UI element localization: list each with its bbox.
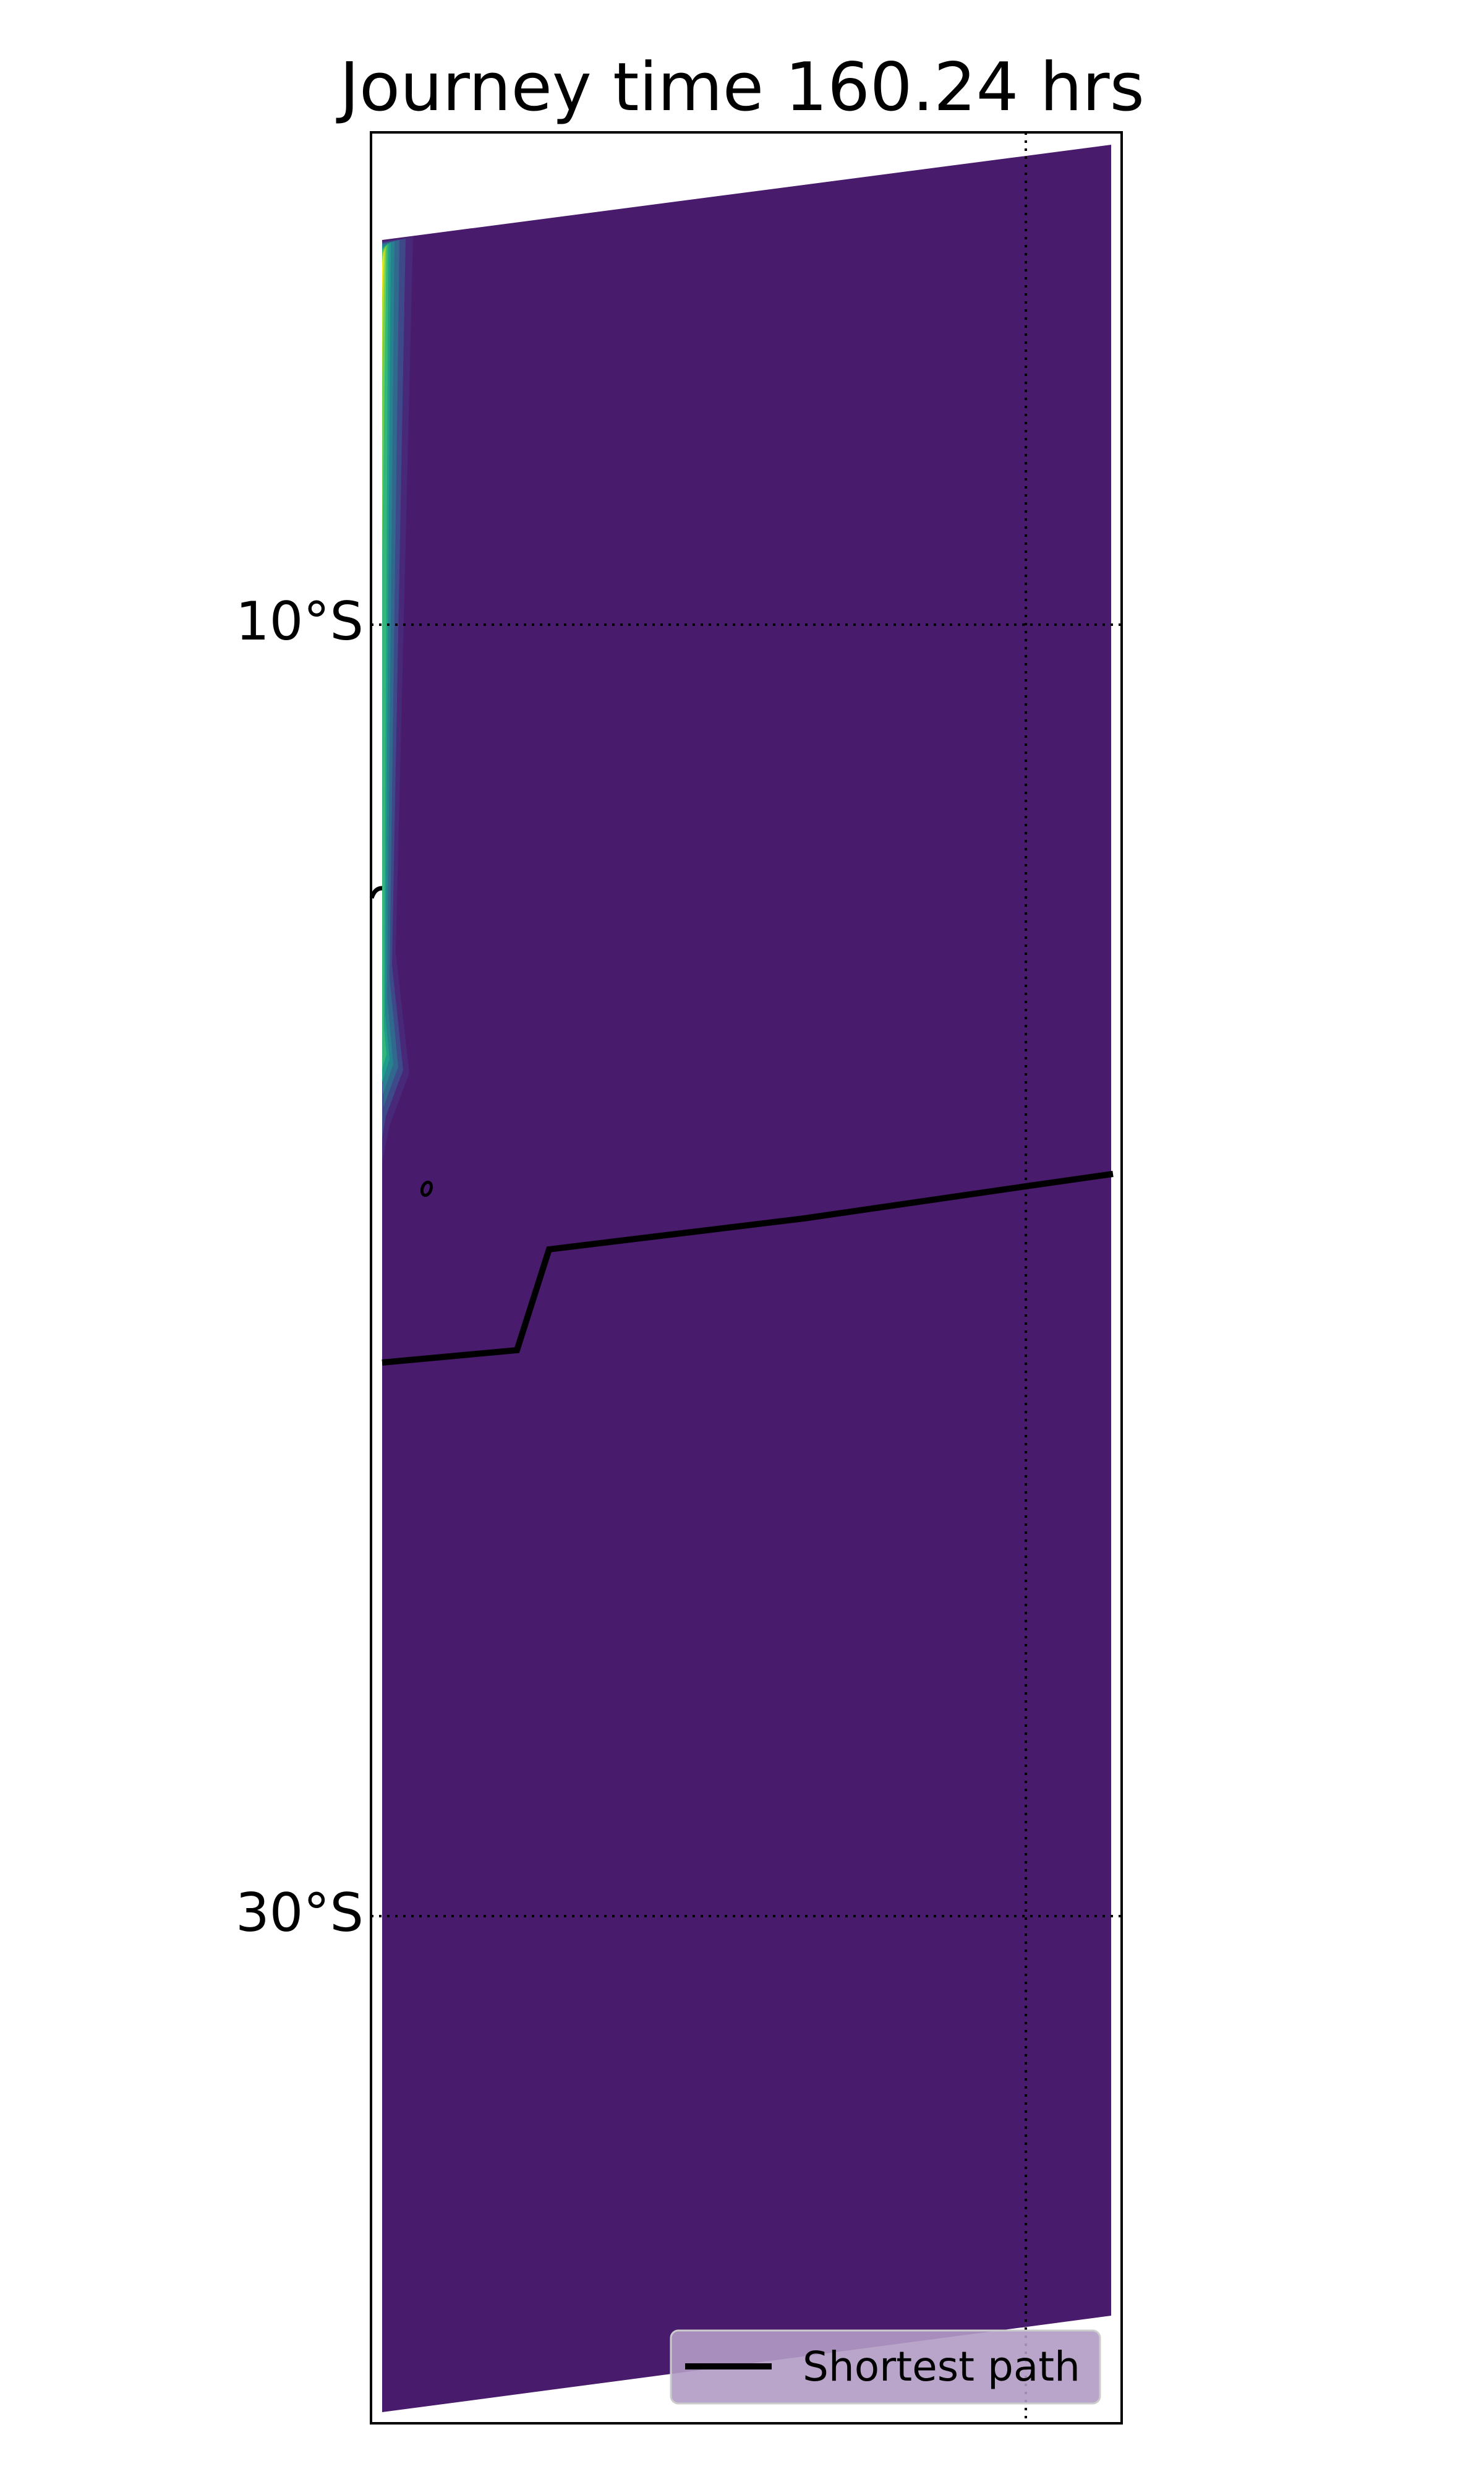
edge-band-8	[382, 246, 385, 383]
tick-label-30s: 30°S	[236, 1882, 364, 1944]
legend-box	[670, 2329, 1101, 2405]
legend-label-shortest-path: Shortest path	[803, 2343, 1080, 2391]
edge-band-6	[382, 244, 388, 1069]
chart-title: Journey time 160.24 hrs	[336, 49, 1145, 126]
tick-label-10s: 10°S	[236, 591, 364, 653]
legend: Shortest path	[670, 2329, 1101, 2405]
field-edge-gradient	[382, 237, 413, 1163]
journey-time-field	[382, 145, 1111, 2412]
island-outline	[420, 1180, 433, 1197]
edge-band-9	[382, 247, 384, 297]
map-axes-frame	[370, 131, 1123, 2425]
shortest-path-line	[382, 1171, 1114, 1366]
